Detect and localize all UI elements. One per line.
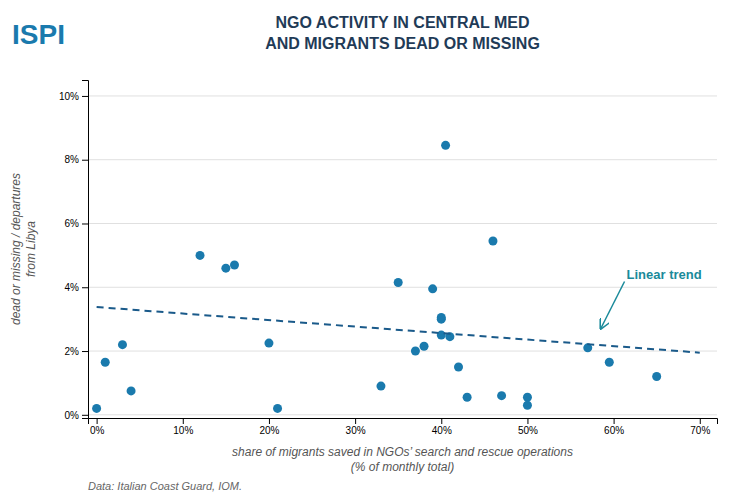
tick-label: 0% [90,425,105,436]
title: NGO ACTIVITY IN CENTRAL MED AND MIGRANTS … [265,14,540,52]
tick-mark [614,418,615,424]
scatter-series [92,141,661,413]
tick-label: 50% [518,425,538,436]
point [463,393,472,402]
tick: 30% [346,418,366,436]
tick: 0% [90,418,105,436]
point [273,404,282,413]
grid-line [88,287,717,288]
tick-mark [82,351,88,352]
point [230,260,239,269]
point [605,358,614,367]
tick-label: 40% [432,425,452,436]
tick-mark [700,418,701,424]
point [441,141,450,150]
grid-line [88,95,717,96]
y-grid [88,96,717,415]
tick: 10% [173,418,193,436]
grid-line [88,351,717,352]
point [523,393,532,402]
point [196,251,205,260]
point [101,358,110,367]
y-axis-title-line: from Libya [24,221,38,277]
point [221,264,230,273]
point [118,340,127,349]
tick: 0% [65,410,88,421]
grid-line [88,159,717,160]
title-line: NGO ACTIVITY IN CENTRAL MED [276,14,530,31]
tick-mark [97,418,98,424]
point [652,372,661,381]
point [428,284,437,293]
tick: 6% [65,218,88,229]
chart: 0% 10% 20% 30% 40% 50% 60% 70% 0% 2% 4% 6% 8% 10% Line… [0,0,742,498]
tick-label: 10% [173,425,193,436]
tick: 2% [65,346,88,357]
tick: 40% [432,418,452,436]
marks [92,141,700,413]
tick-mark [527,418,528,424]
point [523,401,532,410]
tick-label: 30% [346,425,366,436]
tick-mark [82,160,88,161]
title-line: AND MIGRANTS DEAD OR MISSING [265,35,540,52]
point [411,347,420,356]
grid-line [88,414,717,415]
point [454,362,463,371]
tick-label: 6% [65,218,80,229]
tick-mark [441,418,442,424]
point [376,382,385,391]
tick: 10% [59,91,88,102]
point [127,386,136,395]
plot: 0% 10% 20% 30% 40% 50% 60% 70% 0% 2% 4% 6% 8% 10% Line… [59,81,718,437]
point [497,391,506,400]
grid-line [88,223,717,224]
tick-label: 4% [65,282,80,293]
point [394,278,403,287]
y-axis: 0% 2% 4% 6% 8% 10% [59,81,89,421]
tick: 8% [65,154,88,165]
axis-line [89,419,718,425]
annotation-arrow [601,282,625,329]
tick: 70% [690,418,710,436]
tick-label: 10% [59,91,79,102]
tick-label: 60% [604,425,624,436]
y-axis-title: dead or missing / departuresfrom Libya [9,173,38,325]
tick-label: 0% [65,410,80,421]
tick-label: 2% [65,346,80,357]
tick-label: 20% [259,425,279,436]
source: Data: Italian Coast Guard, IOM. [88,480,242,492]
point [264,339,273,348]
tick-label: 8% [65,154,80,165]
tick-label: 70% [690,425,710,436]
point [92,404,101,413]
tick-mark [183,418,184,424]
point [488,237,497,246]
x-axis-title: share of migrants saved in NGOs’ search … [232,445,573,474]
y-axis-title-line: dead or missing / departures [9,173,23,325]
tick-mark [269,418,270,424]
x-axis-title-line: (% of monthly total) [351,460,454,474]
x-axis-title-line: share of migrants saved in NGOs’ search … [232,445,573,459]
tick-mark [82,287,88,288]
tick: 50% [518,418,538,436]
annotation: Linear trend [627,267,702,282]
point [437,313,446,322]
tick: 20% [259,418,279,436]
logo: ISPI [12,19,65,50]
trend-line [97,307,700,353]
point [420,342,429,351]
tick-mark [82,415,88,416]
x-axis: 0% 10% 20% 30% 40% 50% 60% 70% [89,418,718,436]
tick: 60% [604,418,624,436]
tick: 4% [65,282,88,293]
axis-line [82,81,89,419]
tick-mark [82,223,88,224]
tick-mark [82,96,88,97]
tick-mark [355,418,356,424]
